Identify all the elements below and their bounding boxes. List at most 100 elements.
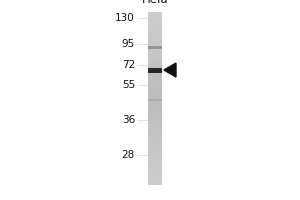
Bar [148,15,162,16]
Bar [148,115,162,116]
Bar [148,139,162,140]
Bar [148,113,162,114]
Bar [148,31,162,32]
Bar [148,73,162,74]
Bar [148,14,162,15]
Bar [148,112,162,113]
Bar [148,92,162,93]
Bar [148,84,162,85]
Bar [148,154,162,155]
Bar [148,182,162,183]
Bar [148,148,162,149]
Bar [148,51,162,52]
Bar [148,81,162,82]
Bar [148,141,162,142]
Bar [148,164,162,165]
Bar [148,59,162,60]
Bar [148,162,162,163]
Bar [148,130,162,131]
Bar [148,83,162,84]
Bar [148,105,162,106]
Bar [148,39,162,40]
Text: 72: 72 [122,60,135,70]
Bar [148,72,162,73]
Bar [148,106,162,107]
Bar [148,40,162,41]
Bar [148,165,162,166]
Bar [148,65,162,66]
Bar [148,135,162,136]
Bar [148,26,162,27]
Bar [148,87,162,88]
Bar [148,147,162,148]
Bar [148,104,162,105]
Bar [148,183,162,184]
Bar [148,107,162,108]
Bar [148,118,162,119]
Bar [148,99,162,101]
Bar [148,36,162,37]
Bar [148,101,162,102]
Bar [148,108,162,109]
Text: Hela: Hela [142,0,168,6]
Bar [148,28,162,29]
Bar [148,136,162,137]
Bar [148,96,162,97]
Bar [148,181,162,182]
Bar [148,142,162,143]
Bar [148,13,162,14]
Bar [148,85,162,86]
Bar [148,159,162,160]
Bar [148,91,162,92]
Bar [148,158,162,159]
Bar [148,161,162,162]
Bar [148,137,162,138]
Bar [148,82,162,83]
Bar [148,77,162,78]
Bar [148,25,162,26]
Bar [148,121,162,122]
Bar [148,123,162,124]
Bar [148,174,162,175]
Bar [148,128,162,129]
Bar [148,48,162,49]
Bar [148,63,162,64]
Text: 55: 55 [122,80,135,90]
Bar [148,111,162,112]
Bar [148,99,162,100]
Bar [148,167,162,168]
Bar [148,155,162,156]
Bar [148,117,162,118]
Bar [148,18,162,19]
Bar [148,50,162,51]
Bar [148,45,162,46]
Bar [148,80,162,81]
Bar [148,102,162,103]
Bar [148,22,162,23]
Bar [148,132,162,133]
Bar [148,74,162,75]
Bar [148,24,162,25]
Bar [148,34,162,35]
Bar [148,100,162,101]
Bar [148,166,162,167]
Bar [148,12,162,13]
Bar [148,157,162,158]
Bar [148,76,162,77]
Bar [148,23,162,24]
Bar [148,178,162,179]
Bar [148,119,162,120]
Bar [148,156,162,157]
Bar [148,109,162,110]
Bar [148,143,162,144]
Bar [148,33,162,34]
Bar [148,27,162,28]
Bar [148,176,162,177]
Bar [148,122,162,123]
Bar [148,90,162,91]
Bar [148,16,162,17]
Bar [148,177,162,178]
Bar [148,69,162,70]
Bar [148,66,162,67]
Bar [148,56,162,57]
